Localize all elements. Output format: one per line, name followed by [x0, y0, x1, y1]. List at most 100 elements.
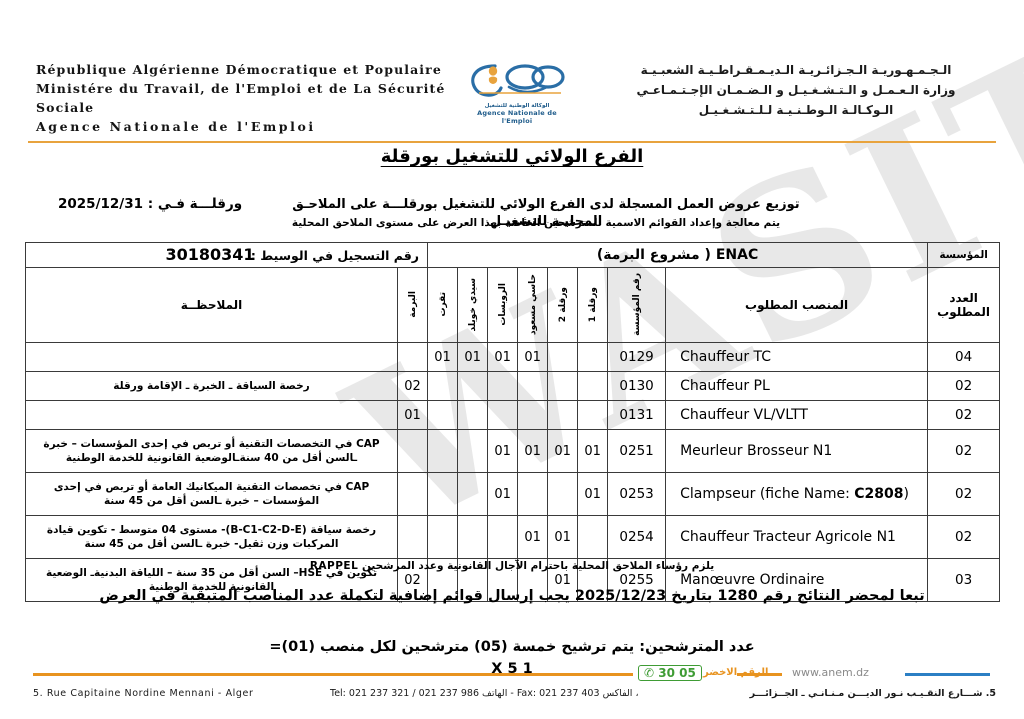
cell-institution-number: 0253: [607, 472, 667, 516]
rappel-note: يلزم رؤساء الملاحق المحلية باحترام الآجا…: [0, 560, 1024, 572]
cell-annex-7: 01: [397, 400, 428, 430]
document-header: République Algérienne Démocratique et Po…: [28, 52, 996, 142]
cell-annex-6: [426, 472, 459, 516]
header-arabic-line-2: وزارة الـعـمـل و الـتـشـغـيـل و الـضـمـا…: [636, 83, 956, 97]
website-url[interactable]: www.anem.dz: [792, 666, 869, 679]
footer-phone-label-ar: الهاتف -: [482, 688, 514, 699]
cell-annex-2: 01: [547, 429, 579, 473]
cell-annex-2: [547, 400, 579, 430]
cell-institution-number: 0131: [607, 400, 667, 430]
footer-rule-orange: [33, 673, 633, 676]
anem-logo-icon: [471, 64, 565, 97]
cell-institution-number: 0130: [607, 371, 667, 401]
cell-annex-1: [577, 371, 609, 401]
cell-annex-3: [517, 371, 549, 401]
place-date-label: ورقلـــة فـي :: [147, 196, 243, 212]
offers-table: المؤسسة ENAC ( مشروع البرمة) رقم التسجيل…: [25, 242, 1001, 602]
cell-annex-3: [517, 472, 549, 516]
cell-annex-3: [517, 400, 549, 430]
cell-annex-7: 02: [397, 558, 428, 602]
table-row: 03 Manœuvre Ordinaire 0255 01 02 تكوين ف…: [25, 558, 1001, 602]
table-body: 04 Chauffeur TC 0129 01 01 01 01 02 Chau…: [25, 342, 1001, 602]
cell-needed: 02: [927, 371, 1001, 401]
table-header-row: العدد المطلوب المنصب المطلوب رقم المؤسسة…: [25, 267, 1001, 343]
cell-needed: 02: [927, 515, 1001, 559]
page-title: الفرع الولائي للتشغيل بورقلة: [380, 146, 644, 167]
footer-address-french: 5. Rue Capitaine Nordine Mennani - Alger: [33, 688, 254, 699]
follow-up-note: تبعا لمحضر النتائج رقم 1280 بتاريخ 2025/…: [99, 588, 925, 604]
green-number: 30 05: [658, 666, 696, 680]
registration-value: 30180341: [165, 245, 255, 264]
cell-annex-5: [457, 472, 489, 516]
cell-needed: 02: [927, 472, 1001, 516]
footer-address-arabic: 5. شـــارع النقـيـب نـور الديـــن مـنـان…: [749, 688, 996, 699]
cell-annex-6: [426, 558, 459, 602]
header-observation: الملاحظــة: [25, 267, 398, 343]
header-annex-ouargla-1: ورقلة 1: [577, 267, 609, 343]
cell-annex-3: [517, 558, 549, 602]
cell-annex-2: 01: [547, 558, 579, 602]
cell-annex-7: [397, 515, 428, 559]
footer-rule-blue: [905, 673, 990, 676]
footer-fax-label-ar: الفاكس ،: [602, 688, 639, 699]
cell-annex-4: [487, 400, 519, 430]
cell-annex-2: [547, 342, 579, 372]
header-french-line-1: République Algérienne Démocratique et Po…: [36, 62, 442, 77]
cell-observation: [25, 342, 398, 372]
cell-position: Chauffeur PL: [665, 371, 929, 401]
cell-annex-3: 01: [517, 342, 549, 372]
cell-observation: CAP في التخصصات التقنية أو تربص في إحدى …: [25, 429, 398, 473]
table-row: 02 Chauffeur VL/VLTT 0131 01: [25, 400, 1001, 430]
header-annex-berma: البرمة: [397, 267, 428, 343]
place-date-value: 2025/12/31: [58, 196, 144, 212]
header-annex-roubissat: الروبسات: [487, 267, 519, 343]
header-arabic-block: الـجـمـهـوريـة الـجـزائـريـة الـديـمـقـر…: [596, 60, 996, 120]
cell-annex-5: [457, 558, 489, 602]
candidates-line-1: عدد المترشحين: يتم ترشيح خمسة (05) مترشح…: [269, 639, 755, 655]
cell-annex-2: [547, 371, 579, 401]
cell-institution-number: 0251: [607, 429, 667, 473]
header-needed-count: العدد المطلوب: [927, 267, 1001, 343]
cell-observation: تكوين في HSE– السن أقل من 35 سنة – الليا…: [25, 558, 398, 602]
rappel-keyword: RAPPEL: [309, 560, 359, 572]
table-row: 02 Meurleur Brosseur N1 0251 01 01 01 01…: [25, 429, 1001, 473]
phone-icon: ✆: [644, 666, 655, 680]
header-arabic-line-1: الـجـمـهـوريـة الـجـزائـريـة الـديـمـقـر…: [640, 63, 952, 77]
cell-annex-6: [426, 515, 459, 559]
cell-observation: [25, 400, 398, 430]
anem-logo-arabic-caption: الوكالة الوطنية للتشغيل: [484, 103, 550, 109]
cell-annex-2: [547, 472, 579, 516]
cell-annex-4: [487, 371, 519, 401]
cell-observation: رخصة سياقة (B-C1-C2-D-E)- مستوى 04 متوسط…: [25, 515, 398, 559]
table-row: 04 Chauffeur TC 0129 01 01 01 01: [25, 342, 1001, 372]
cell-position: Chauffeur VL/VLTT: [665, 400, 929, 430]
cell-annex-4: 01: [487, 342, 519, 372]
cell-annex-2: 01: [547, 515, 579, 559]
cell-annex-6: 01: [426, 342, 459, 372]
header-divider: [28, 141, 996, 143]
document-footer: ✆ 30 05 الرقم الاخضر www.anem.dz 5. Rue …: [0, 660, 1024, 719]
header-position: المنصب المطلوب: [665, 267, 929, 343]
rappel-text: يلزم رؤساء الملاحق المحلية باحترام الآجا…: [361, 560, 715, 572]
cell-needed: 04: [927, 342, 1001, 372]
cell-annex-6: [426, 400, 459, 430]
footer-contact: Tel: 021 237 321 / 021 237 986 الهاتف - …: [330, 688, 639, 699]
cell-annex-5: [457, 371, 489, 401]
institution-value: ENAC ( مشروع البرمة): [426, 242, 929, 268]
cell-annex-4: 01: [487, 429, 519, 473]
cell-position: Chauffeur TC: [665, 342, 929, 372]
cell-annex-4: [487, 558, 519, 602]
cell-annex-1: [577, 558, 609, 602]
cell-needed: 03: [927, 558, 1001, 602]
header-french-line-3: Agence Nationale de l'Emploi: [36, 119, 316, 134]
cell-institution-number: 0255: [607, 558, 667, 602]
cell-annex-3: 01: [517, 429, 549, 473]
header-annex-ouargla-2: ورقلة 2: [547, 267, 579, 343]
institution-label: المؤسسة: [927, 242, 1001, 268]
footer-tel: Tel: 021 237 321 / 021 237 986: [330, 688, 480, 699]
cell-annex-3: 01: [517, 515, 549, 559]
cell-institution-number: 0254: [607, 515, 667, 559]
cell-annex-1: [577, 515, 609, 559]
anem-logo-french-caption: Agence Nationale de l'Emploi: [477, 109, 557, 125]
cell-annex-1: 01: [577, 472, 609, 516]
